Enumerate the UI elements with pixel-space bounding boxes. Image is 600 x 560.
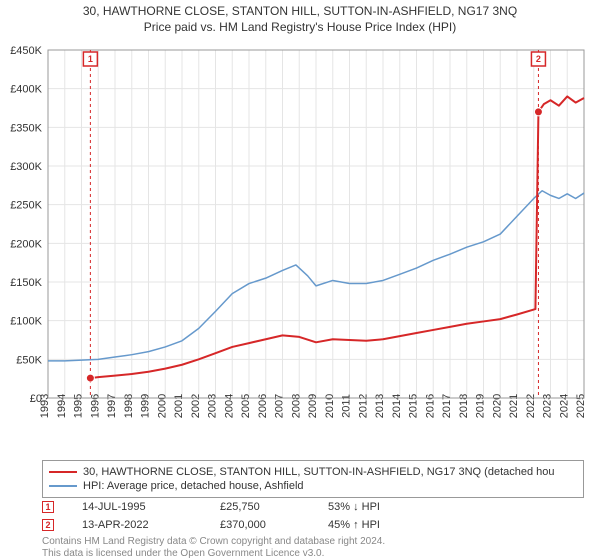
svg-text:2020: 2020 [491,394,503,418]
svg-text:2005: 2005 [240,394,252,418]
svg-text:2025: 2025 [575,394,587,418]
svg-text:1993: 1993 [39,394,51,418]
svg-text:£250K: £250K [10,200,42,212]
svg-text:2009: 2009 [307,394,319,418]
svg-text:£300K: £300K [10,161,42,173]
svg-text:2019: 2019 [475,394,487,418]
svg-text:2002: 2002 [190,394,202,418]
svg-text:2018: 2018 [458,394,470,418]
event-price: £25,750 [220,501,300,513]
legend-swatch [49,485,77,487]
event-date: 14-JUL-1995 [82,501,192,513]
legend-label: HPI: Average price, detached house, Ashf… [83,480,304,492]
svg-text:2006: 2006 [257,394,269,418]
svg-text:2004: 2004 [223,394,235,418]
svg-text:2003: 2003 [207,394,219,418]
svg-text:2022: 2022 [525,394,537,418]
svg-text:2012: 2012 [357,394,369,418]
svg-text:£100K: £100K [10,316,42,328]
svg-text:£150K: £150K [10,277,42,289]
svg-text:£400K: £400K [10,84,42,96]
svg-text:2014: 2014 [391,394,403,418]
svg-text:1994: 1994 [56,394,68,418]
svg-text:£450K: £450K [10,45,42,57]
svg-text:1996: 1996 [89,394,101,418]
event-row: 2 13-APR-2022 £370,000 45% ↑ HPI [42,516,584,534]
event-hpi: 53% ↓ HPI [328,501,418,513]
chart-svg: £0£50K£100K£150K£200K£250K£300K£350K£400… [0,44,600,454]
svg-text:1997: 1997 [106,394,118,418]
svg-text:2008: 2008 [290,394,302,418]
legend-label: 30, HAWTHORNE CLOSE, STANTON HILL, SUTTO… [83,466,555,478]
svg-text:2016: 2016 [424,394,436,418]
chart-container: 30, HAWTHORNE CLOSE, STANTON HILL, SUTTO… [0,0,600,560]
svg-text:2017: 2017 [441,394,453,418]
svg-text:2023: 2023 [542,394,554,418]
event-price: £370,000 [220,519,300,531]
legend: 30, HAWTHORNE CLOSE, STANTON HILL, SUTTO… [42,460,584,498]
svg-text:£350K: £350K [10,122,42,134]
event-marker-icon: 1 [42,501,54,513]
svg-text:1999: 1999 [140,394,152,418]
svg-text:2000: 2000 [156,394,168,418]
chart-subtitle: Price paid vs. HM Land Registry's House … [0,18,600,34]
event-marker-icon: 2 [42,519,54,531]
chart-plot: £0£50K£100K£150K£200K£250K£300K£350K£400… [0,44,600,454]
svg-text:1998: 1998 [123,394,135,418]
event-hpi: 45% ↑ HPI [328,519,418,531]
svg-text:2013: 2013 [374,394,386,418]
svg-text:£50K: £50K [16,354,42,366]
event-date: 13-APR-2022 [82,519,192,531]
legend-item: HPI: Average price, detached house, Ashf… [49,479,577,493]
footer-line1: Contains HM Land Registry data © Crown c… [42,536,385,548]
svg-text:2: 2 [536,54,541,64]
footer-attribution: Contains HM Land Registry data © Crown c… [42,536,385,559]
svg-text:2001: 2001 [173,394,185,418]
event-list: 1 14-JUL-1995 £25,750 53% ↓ HPI 2 13-APR-2022… [42,498,584,534]
legend-item: 30, HAWTHORNE CLOSE, STANTON HILL, SUTTO… [49,465,577,479]
chart-title: 30, HAWTHORNE CLOSE, STANTON HILL, SUTTO… [0,0,600,18]
footer-line2: This data is licensed under the Open Gov… [42,548,385,560]
svg-text:2021: 2021 [508,394,520,418]
svg-text:2015: 2015 [408,394,420,418]
svg-text:2024: 2024 [558,394,570,418]
svg-text:1: 1 [88,54,93,64]
legend-swatch [49,471,77,473]
svg-text:£200K: £200K [10,238,42,250]
svg-text:2010: 2010 [324,394,336,418]
svg-text:2007: 2007 [274,394,286,418]
svg-text:1995: 1995 [73,394,85,418]
event-row: 1 14-JUL-1995 £25,750 53% ↓ HPI [42,498,584,516]
